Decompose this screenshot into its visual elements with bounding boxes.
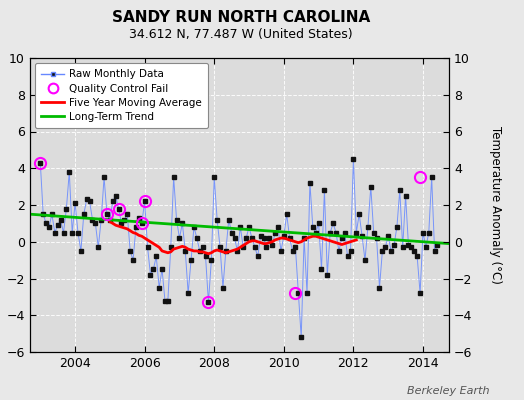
Legend: Raw Monthly Data, Quality Control Fail, Five Year Moving Average, Long-Term Tren: Raw Monthly Data, Quality Control Fail, …	[35, 63, 209, 128]
Text: 34.612 N, 77.487 W (United States): 34.612 N, 77.487 W (United States)	[129, 28, 353, 41]
Text: Berkeley Earth: Berkeley Earth	[408, 386, 490, 396]
Y-axis label: Temperature Anomaly (°C): Temperature Anomaly (°C)	[489, 126, 502, 284]
Text: SANDY RUN NORTH CAROLINA: SANDY RUN NORTH CAROLINA	[112, 10, 370, 25]
